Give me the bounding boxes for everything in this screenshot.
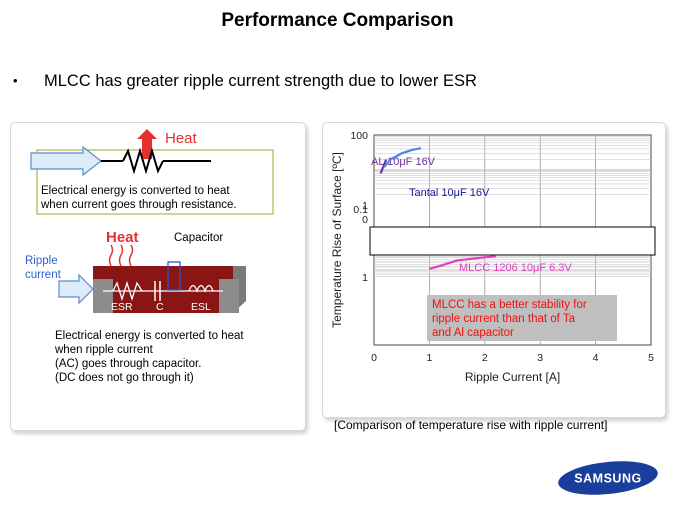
heat-label-top: Heat — [165, 130, 197, 147]
y-tick-label: 1 — [362, 200, 368, 212]
slide-title: Performance Comparison — [221, 10, 454, 31]
annotation-box — [427, 295, 617, 341]
annotation-text: MLCC has a better stability for — [432, 299, 587, 311]
x-tick-label: 1 — [426, 352, 432, 364]
heat-wave-icon — [128, 244, 134, 267]
y-axis-label: Temperature Rise of Surface [ºC] — [330, 152, 344, 328]
x-tick-label: 4 — [593, 352, 599, 364]
y-tick-label: 0.1 — [353, 204, 368, 216]
y-tick-label: 1 — [362, 272, 368, 284]
bullet-marker: • — [13, 73, 18, 88]
ripple-label-2: current — [25, 269, 61, 281]
cap-text-3: (AC) goes through capacitor. — [55, 358, 202, 370]
cap-text-4: (DC does not go through it) — [55, 372, 194, 384]
x-tick-label: 3 — [537, 352, 543, 364]
x-tick-label: 0 — [371, 352, 377, 364]
x-tick-label: 2 — [482, 352, 488, 364]
esr-label: ESR — [111, 301, 133, 313]
series-line — [429, 255, 496, 270]
annotation-text: and Al capacitor — [432, 327, 514, 339]
ripple-arrow-icon — [58, 273, 94, 305]
resistor-text-1: Electrical energy is converted to heat — [41, 185, 230, 197]
x-tick-label: 5 — [648, 352, 654, 364]
cap-text-2: when ripple current — [55, 344, 153, 356]
resistor-box — [36, 149, 274, 215]
bullet-text: MLCC has greater ripple current strength… — [44, 72, 477, 90]
y-tick-label: 0 — [362, 214, 368, 226]
esl-label: ESL — [191, 301, 211, 313]
esl-inductor-icon — [188, 284, 214, 293]
esr-resistor-icon — [112, 280, 143, 302]
chart-panel: 100 1 0 1 0.1 0 1 2 3 4 5 Ripple Current [A] Tempera… — [322, 122, 666, 418]
heat-label-cap: Heat — [106, 229, 139, 246]
heat-wave-icon — [108, 244, 114, 267]
esr-illustration-panel: Heat Electrical energy is converted to h… — [10, 122, 306, 431]
capacitor-highlight — [167, 261, 181, 291]
ripple-label-1: Ripple — [25, 255, 58, 267]
svg-text:SAMSUNG: SAMSUNG — [574, 472, 641, 486]
esr-diagram — [30, 129, 274, 313]
x-axis-label: Ripple Current [A] — [465, 370, 560, 384]
samsung-logo: SAMSUNG — [558, 461, 658, 495]
series-label: MLCC 1206 10μF 6.3V — [459, 262, 572, 274]
chart-caption: [Comparison of temperature rise with rip… — [334, 418, 608, 432]
series-line — [383, 147, 422, 168]
cap-text-1: Electrical energy is converted to heat — [55, 330, 244, 342]
resistor-text-2: when current goes through resistance. — [41, 199, 237, 211]
axis-break-band — [369, 226, 656, 256]
heat-wave-icon — [118, 244, 124, 267]
c-label: C — [156, 301, 164, 313]
annotation-text: ripple current than that of Ta — [432, 313, 576, 325]
resistor-icon — [122, 147, 164, 175]
current-arrow-icon — [30, 145, 102, 177]
y-tick-label: 100 — [350, 130, 368, 142]
capacitor-body — [93, 266, 233, 313]
series-label: Tantal 10μF 16V — [409, 187, 490, 199]
series-label: AL 10μF 16V — [371, 156, 436, 168]
capacitor-label: Capacitor — [174, 232, 224, 244]
